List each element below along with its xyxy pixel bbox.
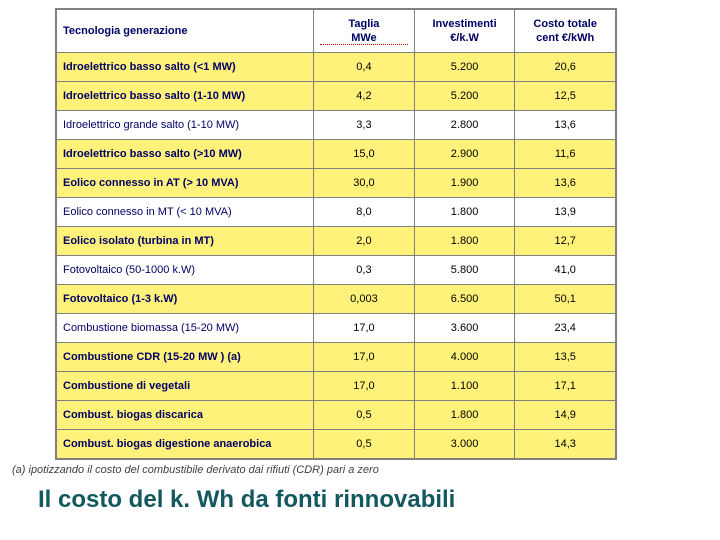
cell-cost: 14,3 xyxy=(515,430,616,459)
table-header: Tecnologia generazione Taglia MWe Invest… xyxy=(57,10,616,53)
cell-cost: 41,0 xyxy=(515,256,616,285)
cell-tech: Eolico connesso in MT (< 10 MVA) xyxy=(57,198,314,227)
table-row: Fotovoltaico (50-1000 k.W)0,35.80041,0 xyxy=(57,256,616,285)
cell-tech: Eolico isolato (turbina in MT) xyxy=(57,227,314,256)
cell-invest: 6.500 xyxy=(414,285,515,314)
table-row: Combustione CDR (15-20 MW ) (a)17,04.000… xyxy=(57,343,616,372)
cell-size: 17,0 xyxy=(314,343,415,372)
cell-cost: 13,6 xyxy=(515,111,616,140)
cell-tech: Combust. biogas discarica xyxy=(57,401,314,430)
cell-size: 4,2 xyxy=(314,82,415,111)
cell-tech: Idroelettrico grande salto (1-10 MW) xyxy=(57,111,314,140)
cell-size: 0,4 xyxy=(314,53,415,82)
cell-cost: 17,1 xyxy=(515,372,616,401)
cost-table: Tecnologia generazione Taglia MWe Invest… xyxy=(56,9,616,459)
col-header-invest: Investimenti €/k.W xyxy=(414,10,515,53)
cell-invest: 3.000 xyxy=(414,430,515,459)
caption: Il costo del k. Wh da fonti rinnovabili xyxy=(38,486,710,514)
table-row: Idroelettrico basso salto (>10 MW)15,02.… xyxy=(57,140,616,169)
header-cost-unit: cent €/kWh xyxy=(521,32,609,44)
cell-tech: Fotovoltaico (50-1000 k.W) xyxy=(57,256,314,285)
header-size-unit: MWe xyxy=(320,32,408,45)
cell-invest: 1.900 xyxy=(414,169,515,198)
table-body: Idroelettrico basso salto (<1 MW)0,45.20… xyxy=(57,53,616,459)
table-row: Eolico connesso in AT (> 10 MVA)30,01.90… xyxy=(57,169,616,198)
cell-cost: 12,7 xyxy=(515,227,616,256)
table-row: Fotovoltaico (1-3 k.W)0,0036.50050,1 xyxy=(57,285,616,314)
cell-cost: 50,1 xyxy=(515,285,616,314)
cell-tech: Eolico connesso in AT (> 10 MVA) xyxy=(57,169,314,198)
col-header-tech: Tecnologia generazione xyxy=(57,10,314,53)
cell-size: 0,003 xyxy=(314,285,415,314)
cell-tech: Combustione biomassa (15-20 MW) xyxy=(57,314,314,343)
cell-size: 17,0 xyxy=(314,372,415,401)
header-cost-label: Costo totale xyxy=(533,18,597,30)
table-row: Idroelettrico grande salto (1-10 MW)3,32… xyxy=(57,111,616,140)
cell-cost: 11,6 xyxy=(515,140,616,169)
cell-cost: 12,5 xyxy=(515,82,616,111)
col-header-cost: Costo totale cent €/kWh xyxy=(515,10,616,53)
table-row: Idroelettrico basso salto (1-10 MW)4,25.… xyxy=(57,82,616,111)
cell-invest: 1.100 xyxy=(414,372,515,401)
cell-size: 2,0 xyxy=(314,227,415,256)
cell-cost: 13,5 xyxy=(515,343,616,372)
table-row: Eolico isolato (turbina in MT)2,01.80012… xyxy=(57,227,616,256)
cell-size: 0,3 xyxy=(314,256,415,285)
cell-cost: 14,9 xyxy=(515,401,616,430)
cell-tech: Combustione CDR (15-20 MW ) (a) xyxy=(57,343,314,372)
table-row: Combust. biogas digestione anaerobica0,5… xyxy=(57,430,616,459)
cell-invest: 1.800 xyxy=(414,198,515,227)
table-row: Combust. biogas discarica0,51.80014,9 xyxy=(57,401,616,430)
cell-tech: Idroelettrico basso salto (<1 MW) xyxy=(57,53,314,82)
table-row: Eolico connesso in MT (< 10 MVA)8,01.800… xyxy=(57,198,616,227)
cell-invest: 2.900 xyxy=(414,140,515,169)
cell-size: 8,0 xyxy=(314,198,415,227)
cell-size: 0,5 xyxy=(314,430,415,459)
cell-invest: 4.000 xyxy=(414,343,515,372)
header-invest-label: Investimenti xyxy=(432,18,496,30)
header-invest-unit: €/k.W xyxy=(421,32,509,44)
cell-invest: 5.800 xyxy=(414,256,515,285)
cell-size: 30,0 xyxy=(314,169,415,198)
cell-tech: Combust. biogas digestione anaerobica xyxy=(57,430,314,459)
cell-tech: Idroelettrico basso salto (1-10 MW) xyxy=(57,82,314,111)
col-header-size: Taglia MWe xyxy=(314,10,415,53)
footnote: (a) ipotizzando il costo del combustibil… xyxy=(12,464,710,476)
table-row: Combustione di vegetali17,01.10017,1 xyxy=(57,372,616,401)
cell-cost: 13,6 xyxy=(515,169,616,198)
cell-invest: 3.600 xyxy=(414,314,515,343)
cell-size: 3,3 xyxy=(314,111,415,140)
cell-size: 17,0 xyxy=(314,314,415,343)
cell-size: 0,5 xyxy=(314,401,415,430)
table-row: Combustione biomassa (15-20 MW)17,03.600… xyxy=(57,314,616,343)
cell-cost: 23,4 xyxy=(515,314,616,343)
cell-size: 15,0 xyxy=(314,140,415,169)
header-size-label: Taglia xyxy=(348,18,379,30)
cell-invest: 1.800 xyxy=(414,227,515,256)
header-tech-label: Tecnologia generazione xyxy=(63,25,188,37)
cell-cost: 13,9 xyxy=(515,198,616,227)
cell-cost: 20,6 xyxy=(515,53,616,82)
cell-invest: 5.200 xyxy=(414,53,515,82)
table-row: Idroelettrico basso salto (<1 MW)0,45.20… xyxy=(57,53,616,82)
cell-invest: 1.800 xyxy=(414,401,515,430)
cell-tech: Fotovoltaico (1-3 k.W) xyxy=(57,285,314,314)
cell-invest: 5.200 xyxy=(414,82,515,111)
cell-tech: Idroelettrico basso salto (>10 MW) xyxy=(57,140,314,169)
cell-tech: Combustione di vegetali xyxy=(57,372,314,401)
cell-invest: 2.800 xyxy=(414,111,515,140)
cost-table-container: Tecnologia generazione Taglia MWe Invest… xyxy=(55,8,617,460)
